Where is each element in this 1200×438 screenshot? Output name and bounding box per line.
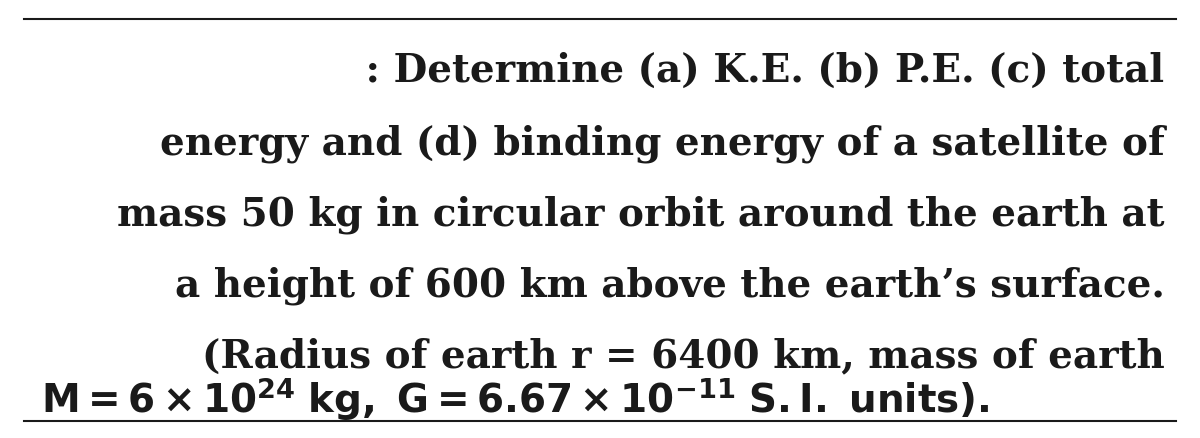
Text: (Radius of earth r = 6400 km, mass of earth: (Radius of earth r = 6400 km, mass of ea…	[202, 337, 1164, 375]
Text: a height of 600 km above the earth’s surface.: a height of 600 km above the earth’s sur…	[175, 266, 1164, 305]
Text: : Determine (a) K.E. (b) P.E. (c) total: : Determine (a) K.E. (b) P.E. (c) total	[0, 52, 1164, 90]
Text: energy and (d) binding energy of a satellite of: energy and (d) binding energy of a satel…	[160, 125, 1164, 163]
Text: mass 50 kg in circular orbit around the earth at: mass 50 kg in circular orbit around the …	[116, 195, 1164, 234]
Text: $\mathbf{M = 6 \times 10^{24}}$ $\mathbf{kg, \ G = 6.67 \times 10^{-11} \ S.I. \: $\mathbf{M = 6 \times 10^{24}}$ $\mathbf…	[42, 375, 990, 423]
